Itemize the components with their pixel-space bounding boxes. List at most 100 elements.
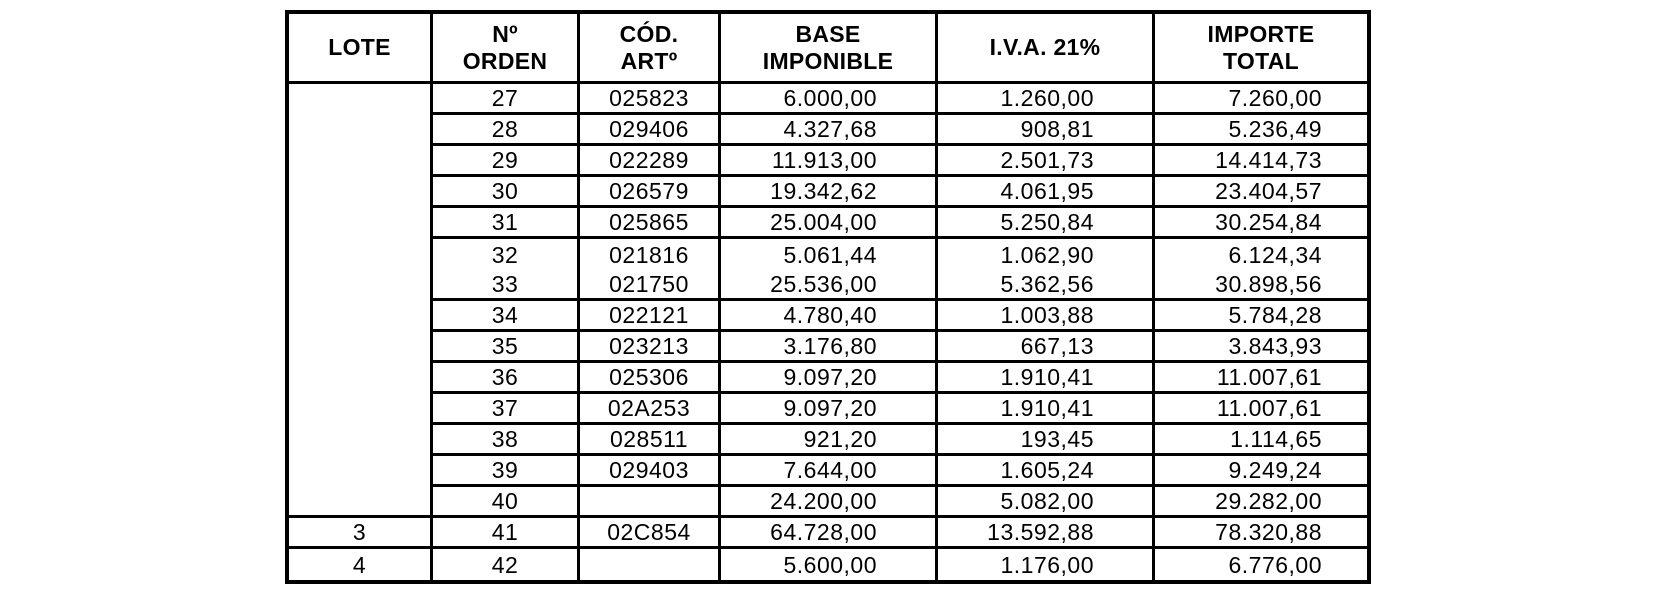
cell-cod-art: 029403	[580, 456, 721, 487]
cell-iva: 1.605,24	[938, 456, 1155, 487]
cell-num-orden: 27	[433, 84, 580, 115]
cell-base-imponible: 25.004,00	[721, 208, 938, 239]
cell-importe-total: 14.414,73	[1155, 146, 1367, 177]
cell-base-imponible: 5.061,44	[721, 239, 938, 270]
cell-importe-total: 6.776,00	[1155, 549, 1367, 580]
cell-iva: 2.501,73	[938, 146, 1155, 177]
cell-cod-art: 023213	[580, 332, 721, 363]
cell-importe-total: 30.254,84	[1155, 208, 1367, 239]
cell-iva: 4.061,95	[938, 177, 1155, 208]
table-row: 39 029403 7.644,00 1.605,24 9.249,24	[289, 456, 1367, 487]
cell-cod-art: 025823	[580, 84, 721, 115]
cell-base-imponible: 25.536,00	[721, 270, 938, 301]
cell-base-imponible: 9.097,20	[721, 363, 938, 394]
header-row: LOTE Nº ORDEN CÓD. ARTº BASE IMPONIBLE I…	[289, 14, 1367, 84]
cell-num-orden: 34	[433, 301, 580, 332]
cell-cod-art	[580, 549, 721, 580]
cell-importe-total: 1.114,65	[1155, 425, 1367, 456]
cell-num-orden: 29	[433, 146, 580, 177]
cell-num-orden: 42	[433, 549, 580, 580]
cell-iva: 1.062,90	[938, 239, 1155, 270]
table-row: 27 025823 6.000,00 1.260,00 7.260,00	[289, 84, 1367, 518]
cell-iva: 1.176,00	[938, 549, 1155, 580]
cell-iva: 5.250,84	[938, 208, 1155, 239]
table-row: 32 021816 5.061,44 1.062,90 6.124,34	[289, 239, 1367, 270]
cell-cod-art	[580, 487, 721, 518]
cell-cod-art: 026579	[580, 177, 721, 208]
cell-cod-art: 025306	[580, 363, 721, 394]
cell-num-orden: 35	[433, 332, 580, 363]
table-row: 37 02A253 9.097,20 1.910,41 11.007,61	[289, 394, 1367, 425]
cell-num-orden: 38	[433, 425, 580, 456]
cell-base-imponible: 4.780,40	[721, 301, 938, 332]
column-header-base-imponible: BASE IMPONIBLE	[721, 14, 938, 84]
cell-num-orden: 28	[433, 115, 580, 146]
table-row: 30 026579 19.342,62 4.061,95 23.404,57	[289, 177, 1367, 208]
cell-num-orden: 39	[433, 456, 580, 487]
cell-importe-total: 78.320,88	[1155, 518, 1367, 549]
column-header-lote: LOTE	[289, 14, 433, 84]
cell-cod-art: 02C854	[580, 518, 721, 549]
cell-cod-art: 02A253	[580, 394, 721, 425]
cell-num-orden: 32	[433, 239, 580, 270]
cell-num-orden: 36	[433, 363, 580, 394]
cell-iva: 908,81	[938, 115, 1155, 146]
cell-cod-art: 021816	[580, 239, 721, 270]
cell-importe-total: 11.007,61	[1155, 394, 1367, 425]
cell-iva: 667,13	[938, 332, 1155, 363]
cell-base-imponible: 11.913,00	[721, 146, 938, 177]
cell-base-imponible: 19.342,62	[721, 177, 938, 208]
cell-importe-total: 11.007,61	[1155, 363, 1367, 394]
table-row: 33 021750 25.536,00 5.362,56 30.898,56	[289, 270, 1367, 301]
cell-base-imponible: 5.600,00	[721, 549, 938, 580]
cell-lote: 3	[289, 518, 433, 549]
cell-iva: 1.003,88	[938, 301, 1155, 332]
column-header-importe-total: IMPORTE TOTAL	[1155, 14, 1367, 84]
cell-num-orden: 31	[433, 208, 580, 239]
cell-base-imponible: 6.000,00	[721, 84, 938, 115]
cell-lote: 4	[289, 549, 433, 580]
table-row: 40 24.200,00 5.082,00 29.282,00	[289, 487, 1367, 518]
invoice-lots-table: LOTE Nº ORDEN CÓD. ARTº BASE IMPONIBLE I…	[285, 10, 1371, 584]
column-header-num-orden: Nº ORDEN	[433, 14, 580, 84]
cell-cod-art: 028511	[580, 425, 721, 456]
cell-num-orden: 30	[433, 177, 580, 208]
cell-importe-total: 6.124,34	[1155, 239, 1367, 270]
cell-base-imponible: 7.644,00	[721, 456, 938, 487]
cell-iva: 1.910,41	[938, 363, 1155, 394]
cell-num-orden: 33	[433, 270, 580, 301]
table-row: 31 025865 25.004,00 5.250,84 30.254,84	[289, 208, 1367, 239]
table-row: 28 029406 4.327,68 908,81 5.236,49	[289, 115, 1367, 146]
cell-importe-total: 29.282,00	[1155, 487, 1367, 518]
column-header-iva: I.V.A. 21%	[938, 14, 1155, 84]
table-row: 35 023213 3.176,80 667,13 3.843,93	[289, 332, 1367, 363]
cell-iva: 5.362,56	[938, 270, 1155, 301]
table-row: 3 41 02C854 64.728,00 13.592,88 78.320,88	[289, 518, 1367, 549]
cell-num-orden: 40	[433, 487, 580, 518]
cell-iva: 1.910,41	[938, 394, 1155, 425]
cell-base-imponible: 4.327,68	[721, 115, 938, 146]
column-header-cod-art: CÓD. ARTº	[580, 14, 721, 84]
cell-num-orden: 37	[433, 394, 580, 425]
cell-cod-art: 022289	[580, 146, 721, 177]
cell-lote	[289, 84, 433, 518]
cell-cod-art: 021750	[580, 270, 721, 301]
cell-importe-total: 5.784,28	[1155, 301, 1367, 332]
cell-iva: 13.592,88	[938, 518, 1155, 549]
cell-importe-total: 23.404,57	[1155, 177, 1367, 208]
cell-num-orden: 41	[433, 518, 580, 549]
cell-base-imponible: 921,20	[721, 425, 938, 456]
cell-iva: 5.082,00	[938, 487, 1155, 518]
cell-base-imponible: 3.176,80	[721, 332, 938, 363]
cell-importe-total: 3.843,93	[1155, 332, 1367, 363]
cell-base-imponible: 24.200,00	[721, 487, 938, 518]
cell-importe-total: 30.898,56	[1155, 270, 1367, 301]
cell-cod-art: 025865	[580, 208, 721, 239]
cell-importe-total: 5.236,49	[1155, 115, 1367, 146]
cell-importe-total: 7.260,00	[1155, 84, 1367, 115]
cell-base-imponible: 64.728,00	[721, 518, 938, 549]
cell-cod-art: 022121	[580, 301, 721, 332]
table-row: 38 028511 921,20 193,45 1.114,65	[289, 425, 1367, 456]
cell-iva: 193,45	[938, 425, 1155, 456]
